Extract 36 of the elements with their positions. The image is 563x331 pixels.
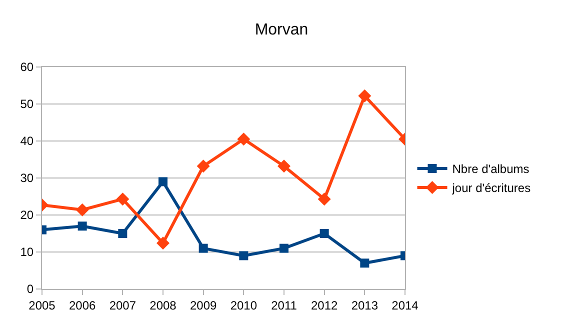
point	[320, 229, 329, 238]
point	[239, 251, 248, 260]
y-tick-label: 0	[26, 282, 34, 296]
x-tick-label: 2007	[109, 298, 136, 312]
y-tick-label: 40	[20, 134, 34, 148]
point	[360, 258, 370, 268]
y-tick-label: 50	[20, 97, 34, 112]
point	[116, 192, 130, 206]
legend-label: jour d'écritures	[451, 181, 531, 196]
point	[278, 160, 290, 173]
x-tick-label: 2006	[68, 298, 96, 312]
y-tick-label: 30	[20, 171, 34, 186]
x-tick-label: 2005	[28, 298, 56, 312]
x-tick-label: 2010	[230, 298, 258, 312]
x-tick-label: 2009	[190, 298, 217, 312]
point	[156, 236, 170, 250]
point	[358, 89, 372, 102]
x-tick-label: 2011	[271, 298, 298, 312]
x-tick-label: 2014	[392, 298, 419, 312]
point	[158, 177, 168, 186]
point	[118, 229, 128, 238]
x-tick-label: 2012	[310, 298, 338, 312]
legend-label: Nbre d'albums	[452, 162, 530, 176]
point	[280, 244, 288, 253]
x-tick-label: 2013	[351, 298, 378, 312]
point	[196, 160, 210, 173]
point	[318, 192, 331, 206]
y-tick-label: 60	[20, 60, 34, 74]
point	[76, 203, 89, 216]
chart-title: Morvan	[254, 21, 308, 38]
y-tick-label: 20	[20, 208, 34, 222]
x-tick-label: 2008	[150, 298, 177, 312]
point	[237, 132, 250, 146]
point	[198, 244, 208, 253]
point	[78, 222, 87, 231]
y-tick-label: 10	[20, 245, 34, 260]
